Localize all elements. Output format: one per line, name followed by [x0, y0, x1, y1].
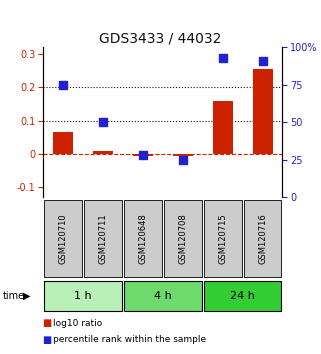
FancyBboxPatch shape — [164, 200, 202, 277]
Point — [220, 55, 225, 61]
Text: GSM120710: GSM120710 — [59, 213, 68, 264]
Text: ■: ■ — [42, 335, 51, 345]
Bar — [253, 69, 273, 154]
Point — [140, 153, 145, 158]
Text: log10 ratio: log10 ratio — [53, 319, 102, 327]
FancyBboxPatch shape — [124, 281, 202, 311]
Text: GSM120716: GSM120716 — [258, 213, 267, 264]
Text: GDS3433 / 44032: GDS3433 / 44032 — [99, 32, 222, 45]
Bar — [173, 154, 193, 156]
Text: GSM120711: GSM120711 — [99, 213, 108, 264]
Text: 4 h: 4 h — [154, 291, 172, 301]
Text: ▶: ▶ — [23, 291, 30, 301]
FancyBboxPatch shape — [44, 200, 82, 277]
Text: 24 h: 24 h — [230, 291, 255, 301]
Point — [260, 58, 265, 64]
Point — [61, 82, 66, 88]
Text: percentile rank within the sample: percentile rank within the sample — [53, 335, 206, 344]
Bar — [133, 154, 153, 156]
Text: GSM120648: GSM120648 — [138, 213, 147, 264]
Point — [100, 120, 106, 125]
Text: GSM120715: GSM120715 — [218, 213, 227, 264]
FancyBboxPatch shape — [204, 200, 242, 277]
FancyBboxPatch shape — [84, 200, 122, 277]
Bar — [93, 151, 113, 154]
FancyBboxPatch shape — [44, 281, 122, 311]
FancyBboxPatch shape — [244, 200, 282, 277]
Text: ■: ■ — [42, 318, 51, 328]
Point — [180, 157, 186, 163]
FancyBboxPatch shape — [204, 281, 282, 311]
Bar — [213, 101, 233, 154]
Bar — [53, 132, 73, 154]
FancyBboxPatch shape — [124, 200, 162, 277]
Text: time: time — [3, 291, 25, 301]
Text: 1 h: 1 h — [74, 291, 92, 301]
Text: GSM120708: GSM120708 — [178, 213, 187, 264]
